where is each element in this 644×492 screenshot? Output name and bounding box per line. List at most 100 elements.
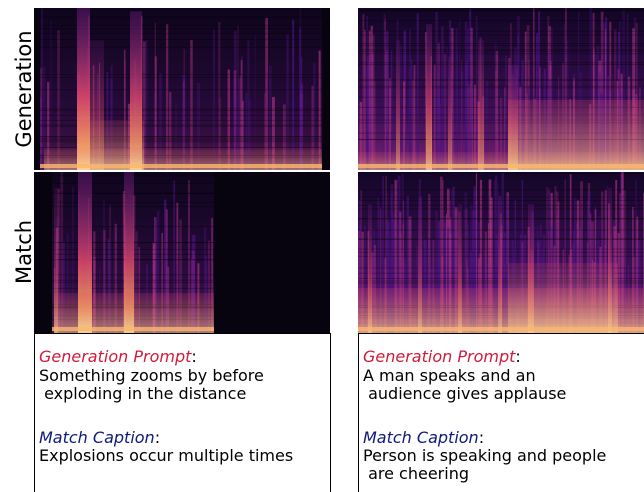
spectrogram-part (464, 208, 468, 333)
spectrogram (34, 172, 330, 333)
spectrogram-part (451, 28, 454, 170)
spectrogram-part (441, 230, 443, 333)
spectrogram-part (40, 38, 322, 40)
spectrogram-part (448, 56, 452, 170)
spectrogram-part (478, 40, 484, 170)
prompt-line: Something zooms by before (39, 366, 264, 385)
spectrogram-part (40, 16, 322, 18)
spectrogram-part (179, 219, 182, 333)
spectrogram-part (388, 78, 392, 170)
spectrogram-part (66, 233, 69, 333)
spectrogram-part (410, 59, 413, 170)
spectrogram-part (247, 40, 250, 170)
spectrogram-part (54, 293, 214, 333)
spectrogram-part (409, 29, 411, 170)
spectrogram-part (144, 40, 148, 170)
spectrogram-part (358, 327, 644, 331)
spectrogram-part (547, 15, 550, 170)
spectrogram-part (508, 263, 618, 333)
spectrogram-part (446, 232, 448, 333)
spectrogram-part (78, 172, 92, 333)
spectrogram-part (604, 29, 607, 170)
spectrogram-part (455, 28, 458, 170)
spectrogram-part (298, 27, 302, 170)
spectrogram-part (40, 136, 322, 138)
spectrogram-part (494, 42, 497, 170)
spectrogram-part (435, 210, 438, 333)
spectrogram-part (103, 229, 106, 333)
spectrogram-part (609, 21, 612, 170)
spectrogram-part (370, 25, 373, 170)
spectrogram-part (394, 180, 397, 333)
spectrogram-part (358, 64, 644, 66)
spectrogram-part (124, 60, 126, 170)
spectrogram-part (433, 64, 436, 170)
spectrogram-part (204, 227, 207, 333)
spectrogram-part (432, 239, 435, 333)
spectrogram-part (359, 101, 363, 170)
spectrogram-part (109, 205, 111, 333)
spectrogram-part (358, 20, 644, 22)
spectrogram-part (368, 204, 372, 333)
spectrogram-part (439, 176, 443, 333)
spectrogram-part (282, 104, 286, 170)
spectrogram-part (212, 29, 216, 170)
spectrogram-part (40, 28, 322, 30)
spectrogram-part (589, 8, 592, 170)
spectrogram-part (389, 87, 391, 170)
spectrogram-part (207, 240, 211, 333)
spectrogram-part (447, 227, 450, 333)
spectrogram-part (386, 217, 390, 333)
spectrogram-part (533, 8, 535, 170)
spectrogram-part (390, 194, 393, 333)
spectrogram-part (470, 88, 472, 170)
spectrogram-part (358, 96, 644, 98)
spectrogram-part (153, 243, 156, 333)
spectrogram-part (473, 84, 477, 170)
spectrogram-part (384, 19, 386, 170)
spectrogram-part (157, 211, 160, 333)
spectrogram (34, 8, 330, 170)
spectrogram-part (441, 26, 444, 170)
spectrogram-part (426, 24, 432, 170)
spectrogram-part (265, 18, 269, 170)
spectrogram-part (551, 27, 553, 170)
caption-line: are cheering (363, 464, 469, 483)
spectrogram-part (402, 200, 405, 333)
spectrogram-part (40, 125, 322, 127)
spectrogram-part (313, 62, 316, 170)
spectrogram-part (40, 136, 322, 138)
spectrogram-part (41, 8, 44, 170)
spectrogram-part (412, 79, 415, 170)
spectrogram-part (190, 40, 193, 170)
spectrogram-part (501, 172, 504, 333)
spectrogram-part (40, 138, 322, 140)
prompt-heading: Generation Prompt: (363, 347, 521, 366)
spectrogram-part (397, 175, 401, 333)
spectrogram-part (497, 182, 499, 333)
spectrogram-part (396, 40, 400, 170)
spectrogram-part (587, 191, 591, 333)
spectrogram-part (40, 24, 322, 26)
spectrogram-part (406, 195, 410, 333)
spectrogram-part (403, 82, 406, 170)
spectrogram-part (444, 54, 446, 170)
caption-heading: Match Caption: (363, 428, 484, 447)
spectrogram-part (413, 65, 416, 170)
spectrogram-part (521, 179, 524, 333)
spectrogram-part (452, 186, 455, 333)
spectrogram-part (161, 232, 163, 333)
spectrogram-part (57, 30, 60, 170)
spectrogram-part (615, 180, 618, 333)
spectrogram-part (373, 81, 376, 170)
spectrogram-part (188, 198, 190, 333)
spectrogram-part (484, 231, 488, 333)
spectrogram-part (467, 84, 470, 170)
spectrogram-part (636, 216, 638, 333)
spectrogram-part (358, 49, 644, 51)
spectrogram-part (358, 87, 644, 89)
spectrogram-part (152, 241, 154, 333)
spectrogram-part (408, 68, 411, 170)
spectrogram-part (358, 45, 644, 47)
row-label: Match (12, 220, 36, 284)
